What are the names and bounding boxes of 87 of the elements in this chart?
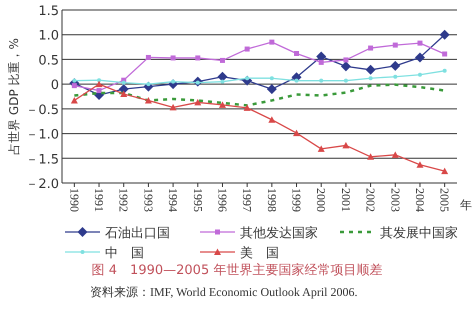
point <box>294 50 300 56</box>
x-tick-label: 1997 <box>240 188 254 212</box>
point <box>220 58 225 63</box>
text: 图 4 1990—2005 年世界主要国家经常项目顺差 <box>92 262 382 278</box>
point <box>118 84 129 94</box>
x-tick-label: 2005 <box>438 188 452 212</box>
point <box>442 51 448 56</box>
point <box>218 101 226 108</box>
y-tick-label: －1.0 <box>25 128 59 143</box>
point <box>72 78 76 83</box>
point <box>318 145 325 152</box>
point <box>367 153 374 160</box>
point <box>245 76 250 80</box>
point <box>368 76 373 80</box>
point <box>122 80 126 85</box>
legend-label: 其发展中国家 <box>380 225 458 241</box>
y-tick-label: 0 <box>50 78 59 94</box>
x-tick-label: 1996 <box>215 188 230 212</box>
legend-label: 中 国 <box>105 246 144 261</box>
x-axis-title: 年 <box>460 198 472 212</box>
x-tick-label: 1998 <box>264 188 279 212</box>
point <box>170 104 177 110</box>
x-tick-label: 1991 <box>92 188 106 212</box>
point <box>268 116 276 123</box>
x-tick-label: 1995 <box>190 188 205 212</box>
point <box>442 68 447 73</box>
x-tick-label: 1990 <box>67 188 82 212</box>
point <box>294 78 299 83</box>
point <box>392 151 399 158</box>
legend-label: 其他发达国家 <box>240 225 318 241</box>
point <box>217 72 228 82</box>
point <box>390 60 400 71</box>
y-axis-title: 占世界 GDP 比重，% <box>7 38 21 155</box>
point <box>244 104 251 111</box>
point <box>195 55 200 60</box>
point <box>220 80 224 84</box>
point <box>96 80 103 88</box>
x-tick-label: 2001 <box>338 188 353 212</box>
x-tick-label: 2003 <box>388 188 402 212</box>
point <box>270 76 274 80</box>
y-tick-label: 0.5 <box>38 53 59 68</box>
y-tick-label: －1.5 <box>25 152 59 168</box>
point <box>170 55 176 60</box>
point <box>70 96 78 104</box>
point <box>366 64 376 75</box>
point <box>342 142 350 148</box>
point <box>194 98 202 106</box>
point <box>440 30 450 40</box>
y-tick-label: 1.0 <box>38 28 59 44</box>
legend-label: 石油出口国 <box>105 226 170 241</box>
point <box>393 74 398 79</box>
point <box>417 40 422 46</box>
point <box>146 54 151 60</box>
y-tick-label: －2.0 <box>25 177 59 192</box>
point <box>293 130 300 136</box>
point <box>318 60 324 65</box>
point <box>368 46 374 51</box>
point <box>146 82 150 86</box>
x-tick-label: 2004 <box>412 188 427 212</box>
y-tick-label: 1.5 <box>38 4 59 19</box>
point <box>414 52 425 62</box>
point <box>392 42 398 48</box>
point <box>418 72 422 77</box>
point <box>97 78 102 82</box>
point <box>441 168 448 174</box>
x-tick-label: 2002 <box>364 188 378 212</box>
point <box>343 57 348 62</box>
point <box>340 61 351 72</box>
text: 资料来源：IMF, World Economic Outlook April 2006. <box>90 285 358 299</box>
point <box>316 51 326 62</box>
legend-label: 美 国 <box>240 245 279 261</box>
x-tick-label: 1994 <box>166 188 180 212</box>
point <box>120 90 128 98</box>
point <box>244 46 250 52</box>
x-tick-label: 1999 <box>290 188 304 212</box>
x-tick-label: 1992 <box>116 188 131 212</box>
point <box>269 40 274 45</box>
point <box>171 80 176 84</box>
x-tick-label: 1993 <box>141 188 156 212</box>
point <box>416 161 424 168</box>
x-tick-label: 2000 <box>314 188 328 212</box>
point <box>344 78 348 83</box>
point <box>319 78 324 83</box>
y-tick-label: －0.5 <box>25 102 59 118</box>
point <box>144 96 152 104</box>
point <box>266 84 277 94</box>
point <box>96 88 102 94</box>
